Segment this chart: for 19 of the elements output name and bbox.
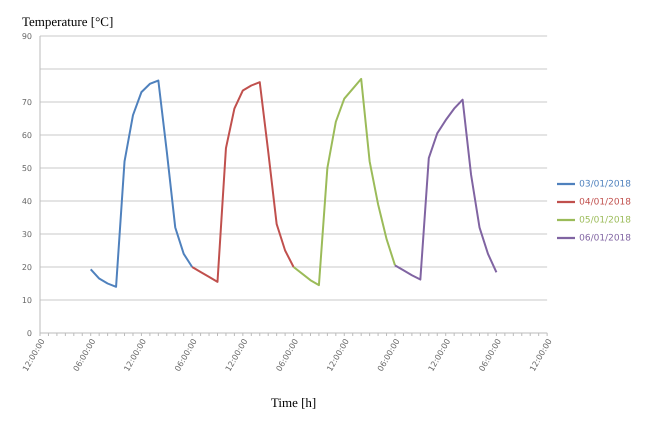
y-axis-title: Temperature [°C]	[22, 14, 114, 30]
line-series	[292, 78, 396, 286]
y-tick-label: 70	[22, 98, 32, 107]
legend-label: 05/01/2018	[579, 214, 631, 225]
legend-label: 04/01/2018	[579, 196, 631, 207]
legend-label: 03/01/2018	[579, 178, 631, 189]
line-series	[394, 98, 498, 281]
line-series	[191, 81, 295, 283]
y-tick-label: 20	[22, 262, 32, 272]
y-tick-label: 10	[22, 296, 32, 305]
x-axis-title: Time [h]	[270, 395, 316, 410]
legend-label: 06/01/2018	[579, 232, 631, 243]
y-tick-label: 0	[26, 328, 32, 338]
y-tick-label: 60	[22, 130, 32, 140]
y-tick-label: 90	[22, 32, 32, 41]
y-tick-label: 30	[22, 230, 32, 239]
y-tick-label: 40	[22, 196, 32, 206]
line-series	[90, 80, 194, 288]
y-tick-label: 50	[22, 164, 32, 173]
